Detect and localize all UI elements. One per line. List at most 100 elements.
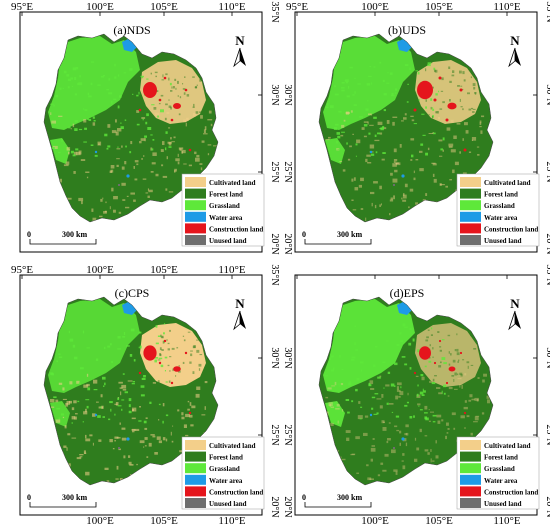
cultivated-patch (203, 129, 206, 134)
forest-fleck (453, 379, 455, 382)
cultivated-patch (403, 193, 405, 196)
cultivated-patch (79, 454, 84, 456)
grassland-fleck (442, 384, 447, 388)
forest-fleck (171, 347, 175, 350)
forest-fleck (425, 339, 429, 342)
cultivated-patch (122, 199, 126, 201)
grassland-fleck (430, 98, 433, 101)
cultivated-patch (114, 436, 119, 439)
cultivated-patch (109, 206, 111, 210)
cultivated-patch (83, 411, 88, 415)
grassland-fleck (337, 148, 339, 151)
cultivated-patch (141, 117, 146, 119)
forest-fleck (441, 77, 444, 81)
legend-swatch-construction (185, 223, 206, 234)
cultivated-patch (419, 150, 423, 153)
grassland-fleck (409, 367, 412, 370)
cultivated-patch (330, 406, 334, 408)
legend-label-forest: Forest land (484, 191, 518, 199)
north-arrow-left-half (240, 48, 246, 66)
cultivated-patch (119, 422, 121, 425)
grassland-fleck (85, 399, 90, 401)
north-arrow-right-half (508, 310, 516, 331)
cultivated-patch (402, 465, 406, 470)
grassland-fleck (443, 362, 447, 365)
construction-land-spot (158, 98, 162, 102)
cultivated-patch (139, 141, 142, 144)
forest-fleck (467, 365, 469, 369)
grassland-fleck (341, 368, 344, 370)
cultivated-patch (372, 438, 375, 440)
cultivated-patch (187, 400, 190, 403)
grassland-fleck (441, 390, 443, 394)
cultivated-patch (117, 128, 122, 132)
map-panel-d: (d)EPS N Cultivated land Forest land Grassla… (282, 264, 550, 526)
grassland-fleck (121, 408, 123, 411)
grassland-fleck (110, 408, 112, 412)
grassland-fleck (117, 397, 120, 400)
grassland-fleck (371, 407, 374, 410)
grassland-fleck (345, 399, 350, 401)
cultivated-patch (128, 455, 131, 458)
grassland-fleck (63, 70, 67, 74)
cultivated-patch (85, 171, 90, 173)
forest-fleck (457, 360, 459, 363)
forest-fleck (442, 101, 445, 104)
cultivated-patch (345, 111, 350, 115)
cultivated-patch (116, 465, 119, 470)
grassland-fleck (438, 90, 440, 93)
cultivated-patch (456, 122, 461, 125)
cultivated-patch (380, 462, 384, 465)
water-area (397, 301, 413, 315)
cultivated-patch (113, 196, 118, 200)
grassland-fleck (128, 398, 132, 402)
grassland-fleck (78, 128, 83, 131)
cultivated-patch (335, 408, 340, 410)
forest-fleck (456, 333, 458, 336)
cultivated-patch (129, 464, 134, 466)
cultivated-patch (445, 185, 448, 188)
grassland-fleck (91, 61, 95, 63)
forest-fleck (161, 79, 165, 81)
cultivated-patch (346, 437, 350, 441)
cultivated-patch (439, 184, 445, 186)
cultivated-patch (71, 437, 77, 439)
grassland-fleck (348, 86, 350, 89)
forest-fleck (167, 364, 170, 367)
cultivated-patch (384, 453, 389, 457)
cultivated-patch (393, 161, 396, 163)
cultivated-patch (446, 432, 449, 434)
forest-fleck (182, 335, 185, 337)
map-panel-b: (b)UDS N Cultivated land Forest land Grassla… (282, 1, 550, 255)
grassland-fleck (53, 104, 55, 107)
forest-fleck (459, 98, 461, 102)
forest-fleck (456, 352, 460, 356)
cultivated-patch (63, 164, 69, 167)
forest-fleck (168, 99, 170, 101)
scale-bar-end-label: 300 km (337, 230, 362, 239)
legend-label-forest: Forest land (484, 454, 518, 462)
longitude-label: 110°E (218, 1, 245, 13)
cultivated-patch (399, 144, 402, 148)
grassland-fleck (86, 405, 89, 409)
grassland-fleck (428, 360, 432, 363)
grassland-fleck (108, 418, 111, 421)
grassland-fleck (382, 79, 385, 82)
cultivated-patch (382, 427, 387, 431)
grassland-fleck (361, 369, 362, 372)
grassland-fleck (325, 375, 328, 377)
cultivated-patch (65, 161, 70, 165)
grassland-fleck (337, 135, 341, 139)
grassland-fleck (109, 401, 113, 404)
cultivated-patch (345, 430, 351, 433)
cultivated-patch (427, 147, 430, 151)
forest-fleck (428, 114, 430, 116)
unused-land-patch (118, 184, 120, 186)
construction-land-spot (459, 351, 463, 355)
cultivated-patch (174, 170, 176, 173)
north-arrow-left-half (515, 311, 521, 329)
construction-land-spot (413, 371, 417, 375)
construction-land-spot (163, 76, 167, 80)
forest-fleck (460, 85, 463, 87)
cultivated-patch (80, 159, 86, 161)
